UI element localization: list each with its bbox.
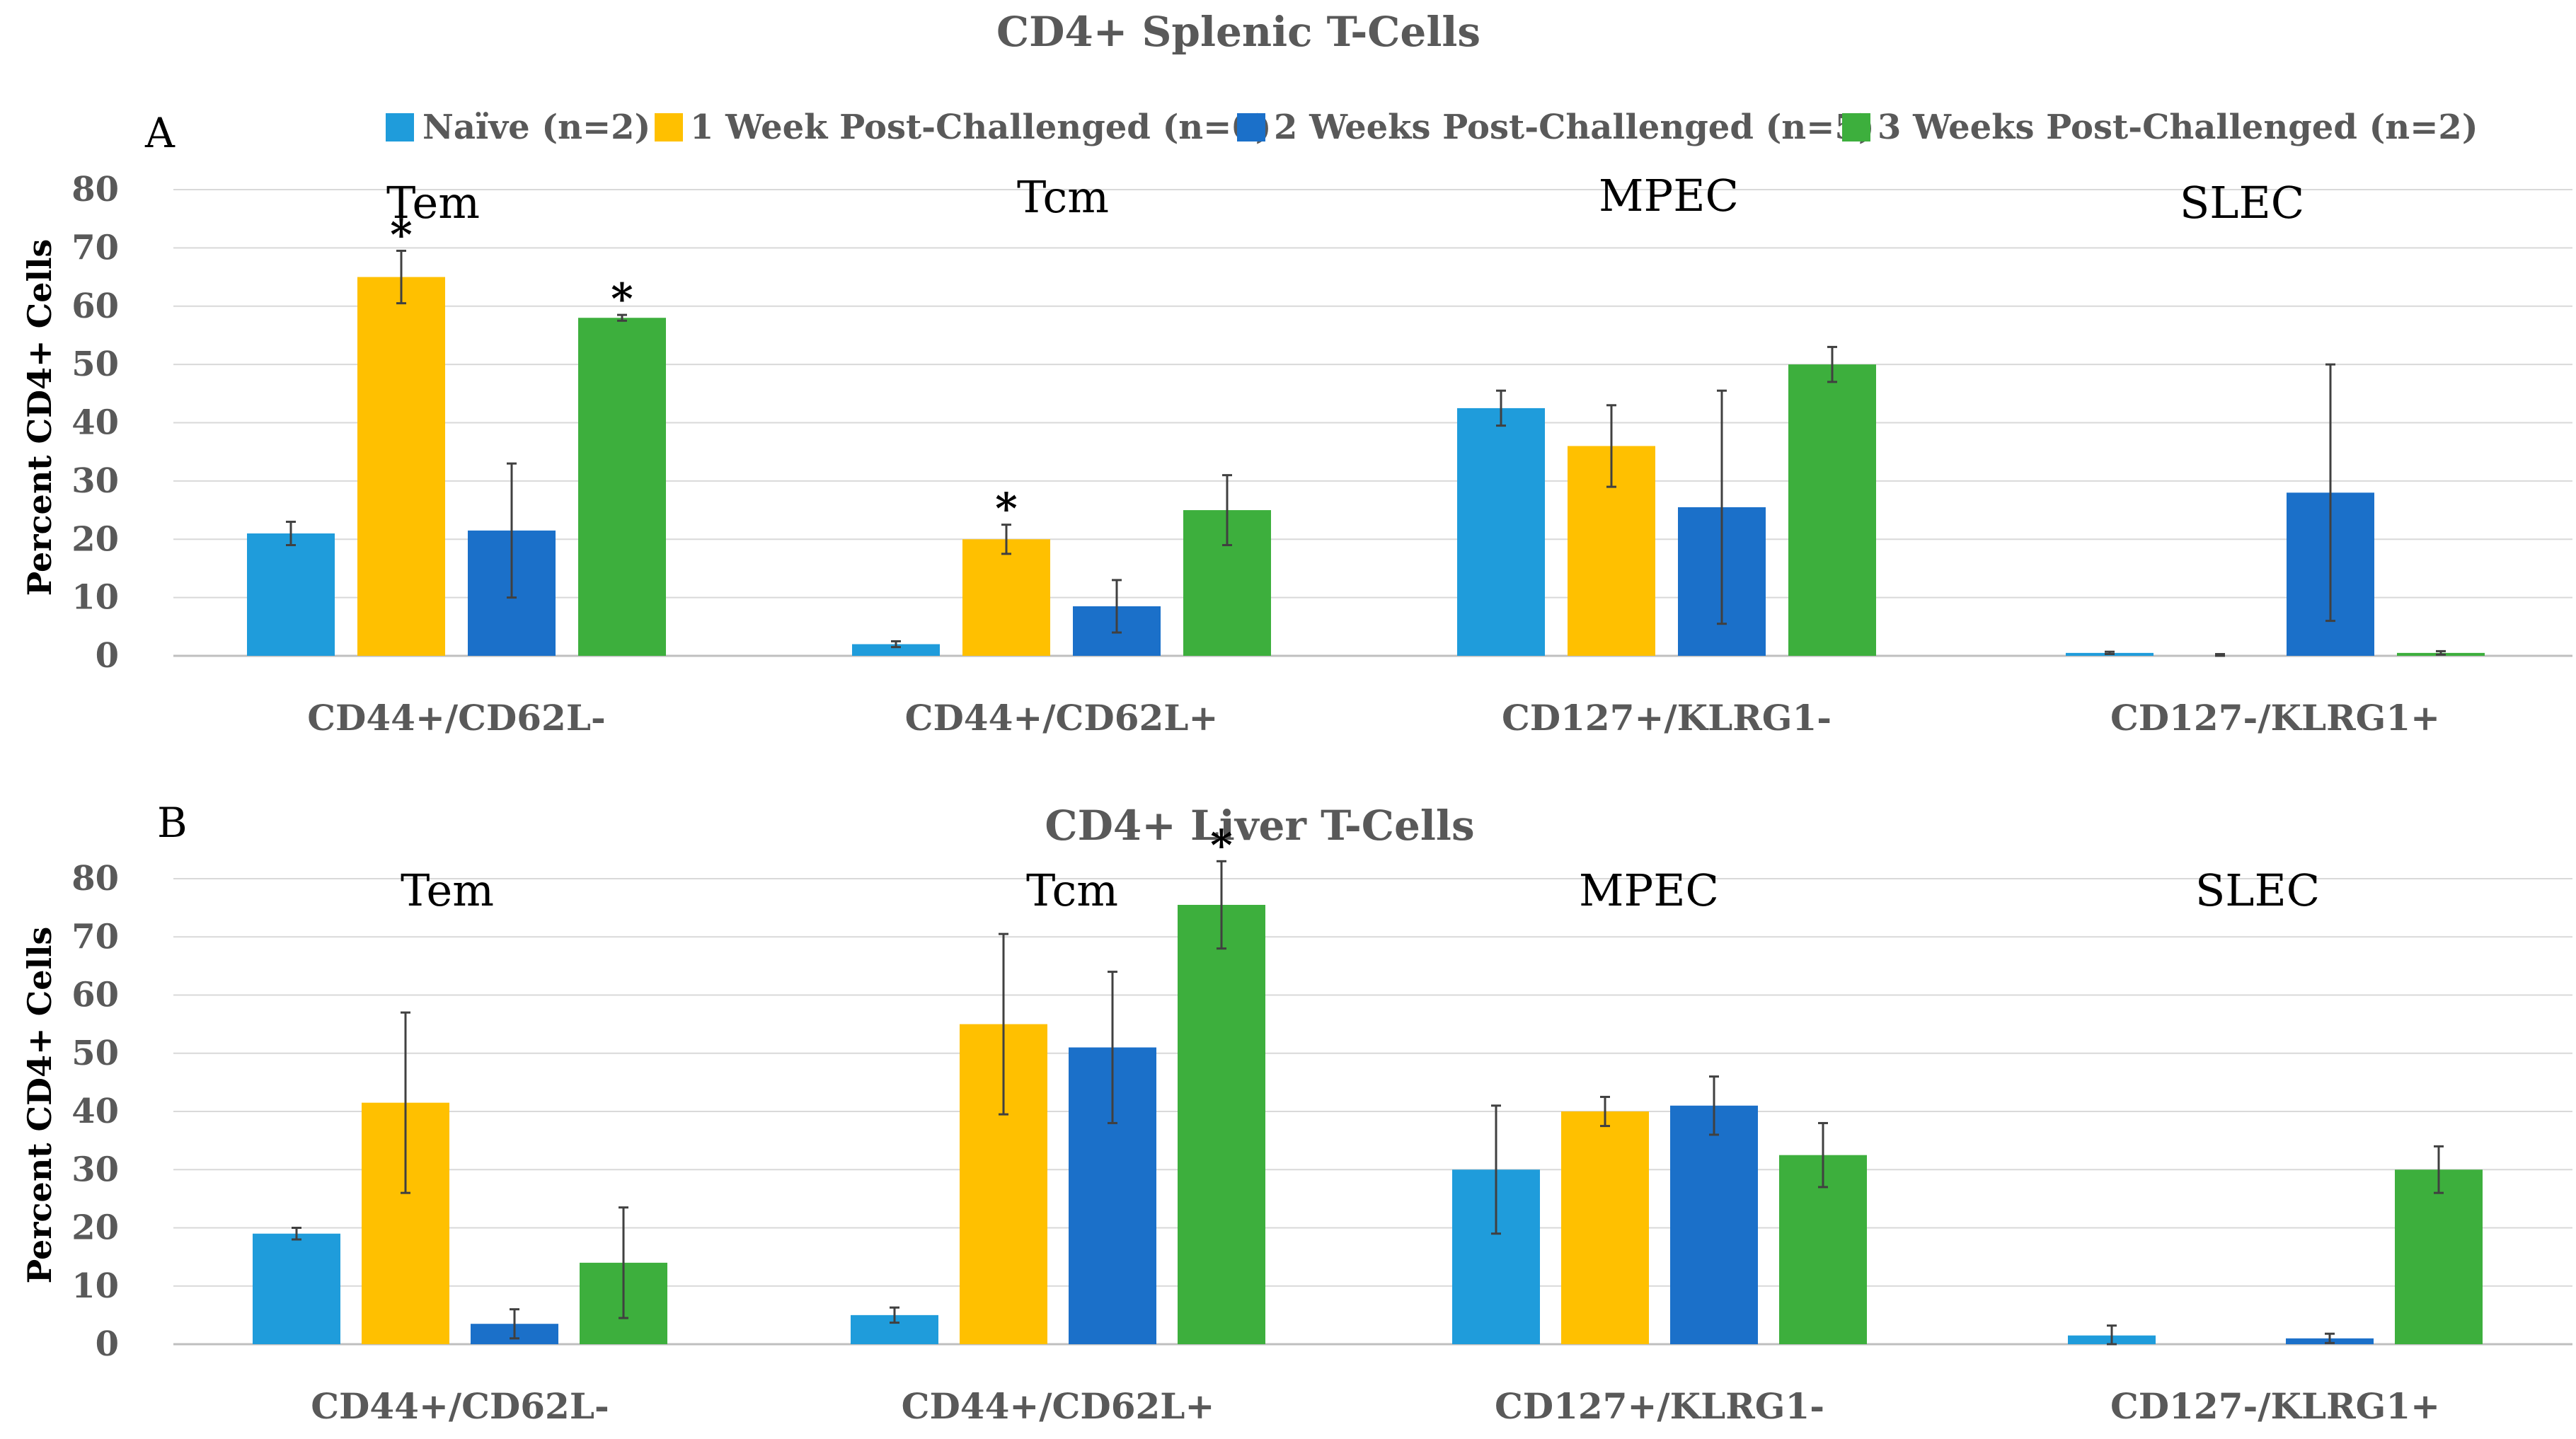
significance-marker: *: [1210, 821, 1232, 870]
significance-marker: *: [390, 210, 412, 260]
error-bar: [510, 1308, 519, 1340]
error-bar: [1112, 579, 1122, 634]
error-bar: [507, 462, 517, 599]
y-tick-label: 40: [71, 1092, 119, 1131]
bar: [357, 277, 445, 656]
panel-letter-b: B: [157, 799, 188, 847]
legend-swatch-1week: [655, 113, 683, 141]
error-bar: [401, 1011, 410, 1194]
legend-swatch-2weeks: [1237, 113, 1265, 141]
error-bar: [1491, 1104, 1501, 1235]
error-bar: [1108, 971, 1117, 1124]
y-tick-label: 50: [71, 345, 119, 384]
y-tick-label: 10: [71, 578, 119, 618]
x-category-label: CD44+/CD62L-: [311, 1385, 609, 1427]
legend-swatch-3weeks: [1842, 113, 1870, 141]
group-title: SLEC: [2195, 865, 2320, 916]
legend-label-3weeks: 3 Weeks Post-Challenged (n=2): [1878, 108, 2478, 147]
error-bar: [619, 1206, 628, 1319]
group-title: Tcm: [1017, 171, 1109, 223]
bar: [1457, 408, 1545, 656]
y-tick-label: 20: [71, 519, 119, 559]
error-bar: [292, 1227, 301, 1241]
y-tick-label: 70: [71, 917, 119, 957]
panel-a: 0 10 20 30 40 50 60 70 80 Tem CD44+/CD62L- Tcm CD44+…: [71, 170, 2572, 739]
y-axis-label-a: Percent CD4+ Cells: [21, 239, 59, 596]
x-category-label: CD44+/CD62L+: [905, 697, 1219, 739]
x-category-label: CD127+/KLRG1-: [1502, 697, 1832, 739]
bar: [253, 1233, 340, 1344]
error-bar: [617, 313, 627, 322]
legend-label-1week: 1 Week Post-Challenged (n=6): [690, 108, 1272, 147]
error-bar: [891, 640, 901, 649]
group-title: SLEC: [2180, 177, 2304, 229]
error-bar: [1818, 1121, 1828, 1189]
y-tick-label: 60: [71, 976, 119, 1015]
legend-label-naive: Naïve (n=2): [422, 108, 650, 147]
group-title: MPEC: [1579, 865, 1719, 916]
chart-title-a: CD4+ Splenic T-Cells: [996, 8, 1480, 56]
bar: [1561, 1111, 1649, 1344]
y-tick-label: 0: [96, 636, 119, 676]
y-tick-label: 80: [71, 170, 119, 209]
error-bar: [2436, 649, 2446, 656]
error-bar: [2215, 653, 2225, 657]
error-bar: [1217, 860, 1226, 950]
bar: [578, 318, 666, 656]
error-bar: [890, 1306, 899, 1324]
legend: Naïve (n=2) 1 Week Post-Challenged (n=6)…: [386, 108, 2478, 147]
bar: [247, 533, 335, 656]
panel-b: 0 10 20 30 40 50 60 70 80 Tem CD44+/CD62L- Tcm CD44+…: [71, 821, 2572, 1427]
error-bar: [1001, 524, 1011, 555]
error-bar: [1222, 474, 1232, 546]
y-tick-label: 70: [71, 228, 119, 267]
error-bar: [2325, 1332, 2335, 1344]
error-bar: [1709, 1075, 1719, 1136]
bar: [2395, 1169, 2483, 1344]
bar: [1178, 905, 1265, 1344]
y-tick-label: 20: [71, 1208, 119, 1248]
error-bar: [1827, 345, 1837, 383]
y-tick-label: 60: [71, 287, 119, 326]
bar: [1670, 1105, 1758, 1344]
error-bar: [1496, 389, 1506, 427]
y-tick-label: 30: [71, 461, 119, 501]
y-tick-label: 0: [96, 1324, 119, 1364]
bar: [962, 539, 1050, 656]
group-title: Tem: [401, 865, 494, 916]
group-title: Tem: [386, 177, 480, 229]
y-tick-label: 10: [71, 1266, 119, 1306]
x-category-label: CD44+/CD62L-: [307, 697, 606, 739]
legend-swatch-naive: [386, 113, 414, 141]
x-category-label: CD127-/KLRG1+: [2110, 697, 2440, 739]
y-tick-label: 80: [71, 859, 119, 898]
error-bar: [999, 932, 1008, 1116]
x-category-label: CD127-/KLRG1+: [2110, 1385, 2440, 1427]
y-tick-label: 40: [71, 403, 119, 443]
error-bar: [1600, 1095, 1610, 1128]
significance-marker: *: [611, 274, 633, 324]
group-title: Tcm: [1026, 865, 1118, 916]
group-title: MPEC: [1599, 170, 1739, 221]
significance-marker: *: [995, 485, 1017, 534]
x-category-label: CD127+/KLRG1-: [1495, 1385, 1824, 1427]
error-bar: [2107, 1324, 2117, 1346]
error-bar: [2325, 363, 2335, 623]
error-bar: [286, 521, 296, 546]
error-bar: [1717, 389, 1727, 625]
error-bar: [2105, 650, 2115, 656]
bar: [852, 644, 940, 656]
panel-letter-a: A: [144, 109, 176, 157]
y-tick-label: 30: [71, 1150, 119, 1189]
error-bar: [2434, 1145, 2444, 1194]
x-category-label: CD44+/CD62L+: [902, 1385, 1215, 1427]
y-axis-label-b: Percent CD4+ Cells: [21, 927, 59, 1284]
error-bar: [1606, 404, 1616, 488]
y-tick-label: 50: [71, 1034, 119, 1073]
chart-title-b: CD4+ Liver T-Cells: [1045, 802, 1474, 850]
error-bar: [396, 249, 406, 305]
bar: [1788, 364, 1876, 656]
legend-label-2weeks: 2 Weeks Post-Challenged (n=5): [1274, 108, 1875, 147]
